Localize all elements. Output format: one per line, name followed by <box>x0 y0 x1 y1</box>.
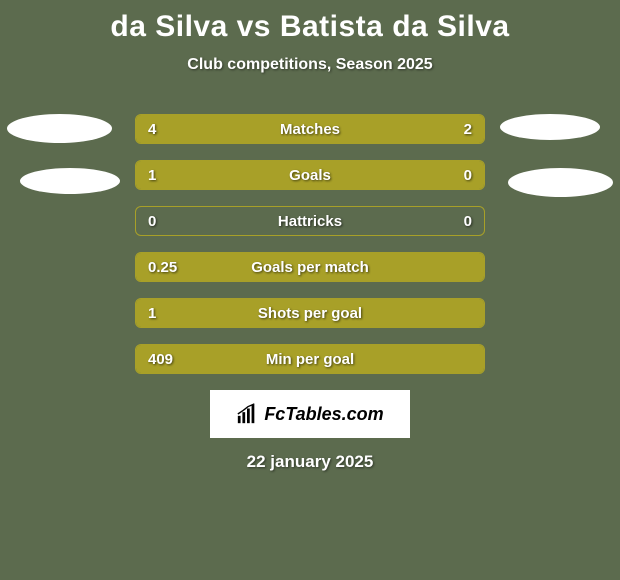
subtitle: Club competitions, Season 2025 <box>0 56 620 74</box>
stat-label: Shots per goal <box>136 299 484 327</box>
player-left-avatar-2 <box>20 168 120 194</box>
player-right-avatar-1 <box>500 114 600 140</box>
stat-row-goals-per-match: 0.25 Goals per match <box>135 252 485 282</box>
stat-label: Goals per match <box>136 253 484 281</box>
page-title: da Silva vs Batista da Silva <box>0 0 620 44</box>
stat-row-matches: 4 Matches 2 <box>135 114 485 144</box>
stat-right-value: 2 <box>464 115 472 143</box>
stat-label: Hattricks <box>136 207 484 235</box>
player-left-avatar-1 <box>7 114 112 143</box>
date-label: 22 january 2025 <box>0 452 620 472</box>
stat-label: Min per goal <box>136 345 484 373</box>
stat-row-hattricks: 0 Hattricks 0 <box>135 206 485 236</box>
stat-label: Goals <box>136 161 484 189</box>
chart-icon <box>236 403 258 425</box>
stat-row-shots-per-goal: 1 Shots per goal <box>135 298 485 328</box>
brand-text: FcTables.com <box>264 404 383 425</box>
stat-label: Matches <box>136 115 484 143</box>
stat-right-value: 0 <box>464 161 472 189</box>
comparison-chart: 4 Matches 2 1 Goals 0 0 Hattricks 0 0.25… <box>0 114 620 472</box>
stat-bars: 4 Matches 2 1 Goals 0 0 Hattricks 0 0.25… <box>135 114 485 374</box>
stat-right-value: 0 <box>464 207 472 235</box>
stat-row-min-per-goal: 409 Min per goal <box>135 344 485 374</box>
brand-badge: FcTables.com <box>210 390 410 438</box>
player-right-avatar-2 <box>508 168 613 197</box>
stat-row-goals: 1 Goals 0 <box>135 160 485 190</box>
